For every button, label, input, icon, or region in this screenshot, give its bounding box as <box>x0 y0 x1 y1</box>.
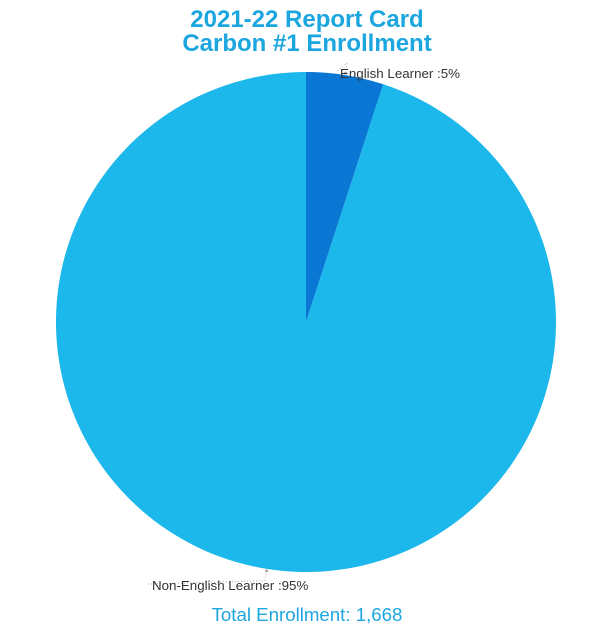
callout-leader-dot <box>265 569 268 572</box>
slice-label-non-english-learner: Non-English Learner :95% <box>152 578 308 593</box>
chart-subtitle-total: Total Enrollment: 1,668 <box>0 604 614 626</box>
slice-label-english-learner: English Learner :5% <box>340 66 460 81</box>
pie-slices <box>56 72 556 572</box>
pie-slice <box>56 72 556 572</box>
chart-container: 2021-22 Report Card Carbon #1 Enrollment… <box>0 0 614 632</box>
pie-chart <box>0 0 614 632</box>
